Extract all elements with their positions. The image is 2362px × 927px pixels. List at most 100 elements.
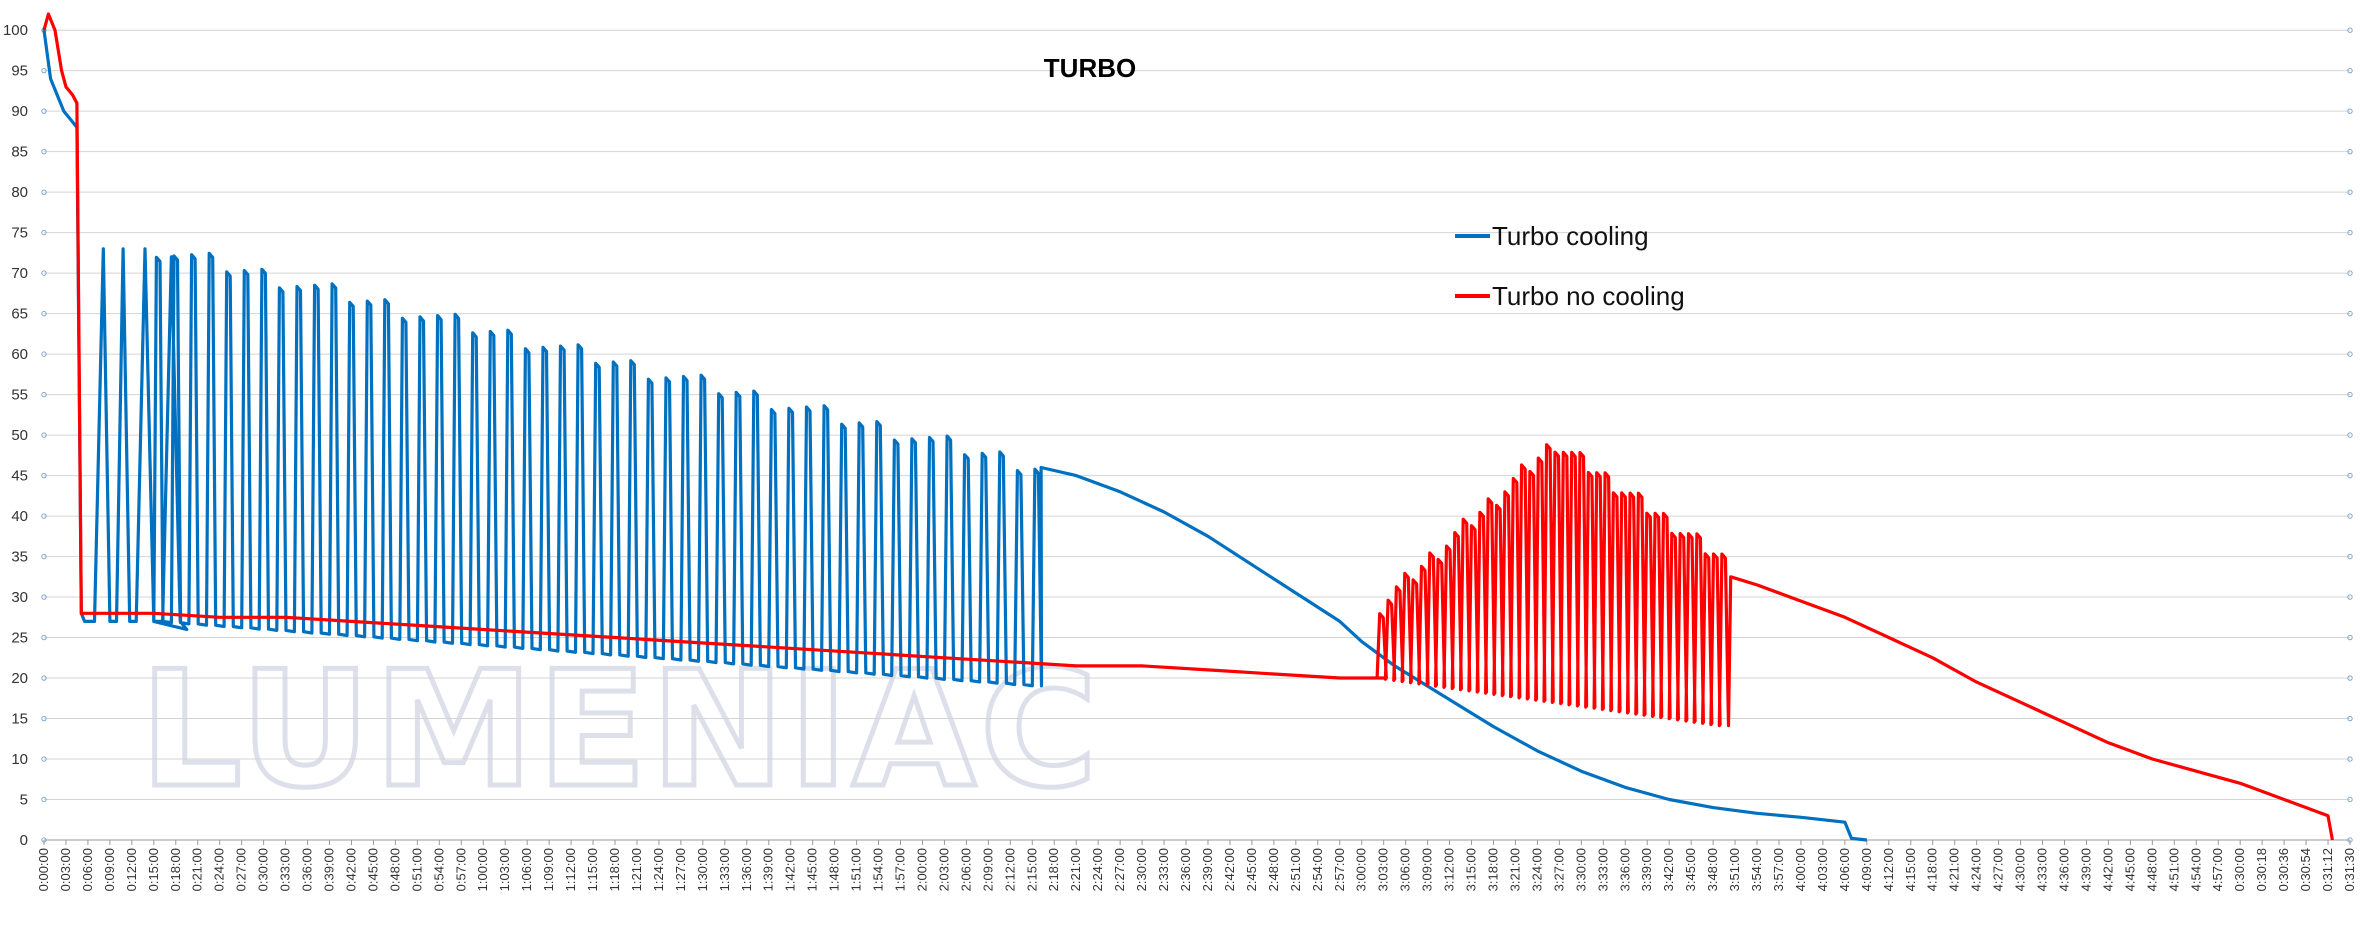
x-tick-label: 3:00:00 xyxy=(1354,848,1369,891)
grid-marker-left-75 xyxy=(41,229,47,236)
x-tick-label: 3:15:00 xyxy=(1464,848,1479,891)
x-tick-label: 4:12:00 xyxy=(1881,848,1896,891)
x-tick-label: 3:24:00 xyxy=(1529,848,1544,891)
x-tick-label: 2:24:00 xyxy=(1090,848,1105,891)
grid-marker-left-25 xyxy=(41,634,47,641)
y-tick-label-75: 75 xyxy=(11,225,28,242)
grid-marker-left-80 xyxy=(41,189,47,195)
x-tick-label: 2:27:00 xyxy=(1112,848,1127,891)
y-tick-label-30: 30 xyxy=(11,589,28,606)
x-tick-label: 1:12:00 xyxy=(563,848,578,891)
grid-marker-right-65 xyxy=(2347,310,2353,317)
y-tick-label-100: 100 xyxy=(3,22,28,39)
x-tick-label: 0:18:00 xyxy=(168,848,183,891)
x-tick-label: 1:48:00 xyxy=(827,848,842,891)
grid-marker-right-70 xyxy=(2347,270,2353,276)
x-tick-label: 2:45:00 xyxy=(1244,848,1259,891)
y-tick-label-5: 5 xyxy=(20,792,28,809)
series-line-turbo-no-cooling xyxy=(42,12,2334,841)
x-tick-label: 2:09:00 xyxy=(980,848,995,891)
x-tick-label: 4:09:00 xyxy=(1859,848,1874,891)
grid-marker-left-50 xyxy=(41,432,47,438)
grid-marker-left-60 xyxy=(41,351,47,357)
x-tick-label: 2:48:00 xyxy=(1266,848,1281,891)
grid-marker-right-30 xyxy=(2347,594,2353,600)
grid-marker-right-40 xyxy=(2347,513,2353,519)
x-tick-label: 4:48:00 xyxy=(2144,848,2159,891)
grid-marker-right-35 xyxy=(2347,553,2353,560)
x-tick-label: 3:12:00 xyxy=(1442,848,1457,891)
x-tick-label: 4:00:00 xyxy=(1793,848,1808,891)
grid-marker-left-15 xyxy=(41,715,47,722)
x-tick-label: 3:45:00 xyxy=(1683,848,1698,891)
grid-marker-left-20 xyxy=(41,675,47,681)
x-tick-label: 1:24:00 xyxy=(651,848,666,891)
grid-marker-right-100 xyxy=(2347,27,2353,33)
x-tick-label: 3:03:00 xyxy=(1376,848,1391,891)
series-line-turbo-cooling xyxy=(42,29,1867,842)
x-tick-label: 2:18:00 xyxy=(1046,848,1061,891)
legend-label-turbo-cooling: Turbo cooling xyxy=(1492,221,1649,251)
y-tick-label-45: 45 xyxy=(11,468,28,485)
x-tick-label: 4:36:00 xyxy=(2056,848,2071,891)
x-tick-label: 2:33:00 xyxy=(1156,848,1171,891)
grid-marker-left-90 xyxy=(41,108,47,114)
x-tick-label: 0:00:00 xyxy=(36,848,51,891)
y-tick-label-70: 70 xyxy=(11,265,28,282)
x-tick-label: 4:30:00 xyxy=(2013,848,2028,891)
series-lines xyxy=(42,12,2334,842)
grid-marker-right-20 xyxy=(2347,675,2353,681)
x-tick-label: 4:21:00 xyxy=(1947,848,1962,891)
x-tick-label: 3:48:00 xyxy=(1705,848,1720,891)
x-tick-label: 4:15:00 xyxy=(1903,848,1918,891)
x-tick-label: 3:57:00 xyxy=(1771,848,1786,891)
x-tick-label: 3:54:00 xyxy=(1749,848,1764,891)
x-tick-label: 2:06:00 xyxy=(958,848,973,891)
grid-marker-right-55 xyxy=(2347,391,2353,398)
x-tick-label: 3:33:00 xyxy=(1595,848,1610,891)
watermark-text: LUMENIAC xyxy=(140,636,1101,823)
x-tick-label: 1:27:00 xyxy=(673,848,688,891)
x-tick-label: 0:36:00 xyxy=(300,848,315,891)
x-tick-label: 0:30:18 xyxy=(2254,848,2269,891)
legend: Turbo cooling Turbo no cooling xyxy=(1455,221,1685,311)
x-tick-label: 0:48:00 xyxy=(387,848,402,891)
legend-label-turbo-no-cooling: Turbo no cooling xyxy=(1492,281,1685,311)
y-tick-label-85: 85 xyxy=(11,144,28,161)
x-tick-label: 0:57:00 xyxy=(453,848,468,891)
grid-marker-left-35 xyxy=(41,553,47,560)
x-tick-label: 1:09:00 xyxy=(541,848,556,891)
x-tick-label: 1:36:00 xyxy=(739,848,754,891)
grid-marker-left-30 xyxy=(41,594,47,600)
y-tick-label-10: 10 xyxy=(11,751,28,768)
x-tick-label: 0:06:00 xyxy=(80,848,95,891)
x-tick-label: 0:30:00 xyxy=(2232,848,2247,891)
x-tick-label: 4:24:00 xyxy=(1969,848,1984,891)
x-tick-label: 1:57:00 xyxy=(893,848,908,891)
watermark: LUMENIAC xyxy=(138,634,1101,826)
x-tick-label: 3:21:00 xyxy=(1507,848,1522,891)
x-tick-label: 2:12:00 xyxy=(1002,848,1017,891)
grid-marker-right-90 xyxy=(2347,108,2353,114)
y-tick-label-0: 0 xyxy=(20,832,28,849)
x-tick-label: 0:30:54 xyxy=(2298,848,2313,891)
x-tick-label: 4:57:00 xyxy=(2210,848,2225,891)
x-tick-label: 2:42:00 xyxy=(1222,848,1237,891)
x-tick-label: 4:45:00 xyxy=(2122,848,2137,891)
grid-marker-left-40 xyxy=(41,513,47,519)
x-tick-label: 1:39:00 xyxy=(761,848,776,891)
grid-marker-left-65 xyxy=(41,310,47,317)
y-tick-label-35: 35 xyxy=(11,549,28,566)
x-tick-label: 2:51:00 xyxy=(1288,848,1303,891)
chart-title: TURBO xyxy=(1044,53,1136,83)
y-tick-label-65: 65 xyxy=(11,306,28,323)
x-tick-label: 2:57:00 xyxy=(1332,848,1347,891)
x-tick-label: 0:42:00 xyxy=(343,848,358,891)
y-tick-label-80: 80 xyxy=(11,184,28,201)
x-tick-label: 0:31:30 xyxy=(2342,848,2357,891)
x-tick-label: 2:21:00 xyxy=(1068,848,1083,891)
x-tick-label: 4:18:00 xyxy=(1925,848,1940,891)
x-tick-label: 1:03:00 xyxy=(497,848,512,891)
axes: 0 5 10 15 20 25 30 35 40 45 50 55 60 65 70 75 80 85 90 95 10… xyxy=(3,22,2357,891)
